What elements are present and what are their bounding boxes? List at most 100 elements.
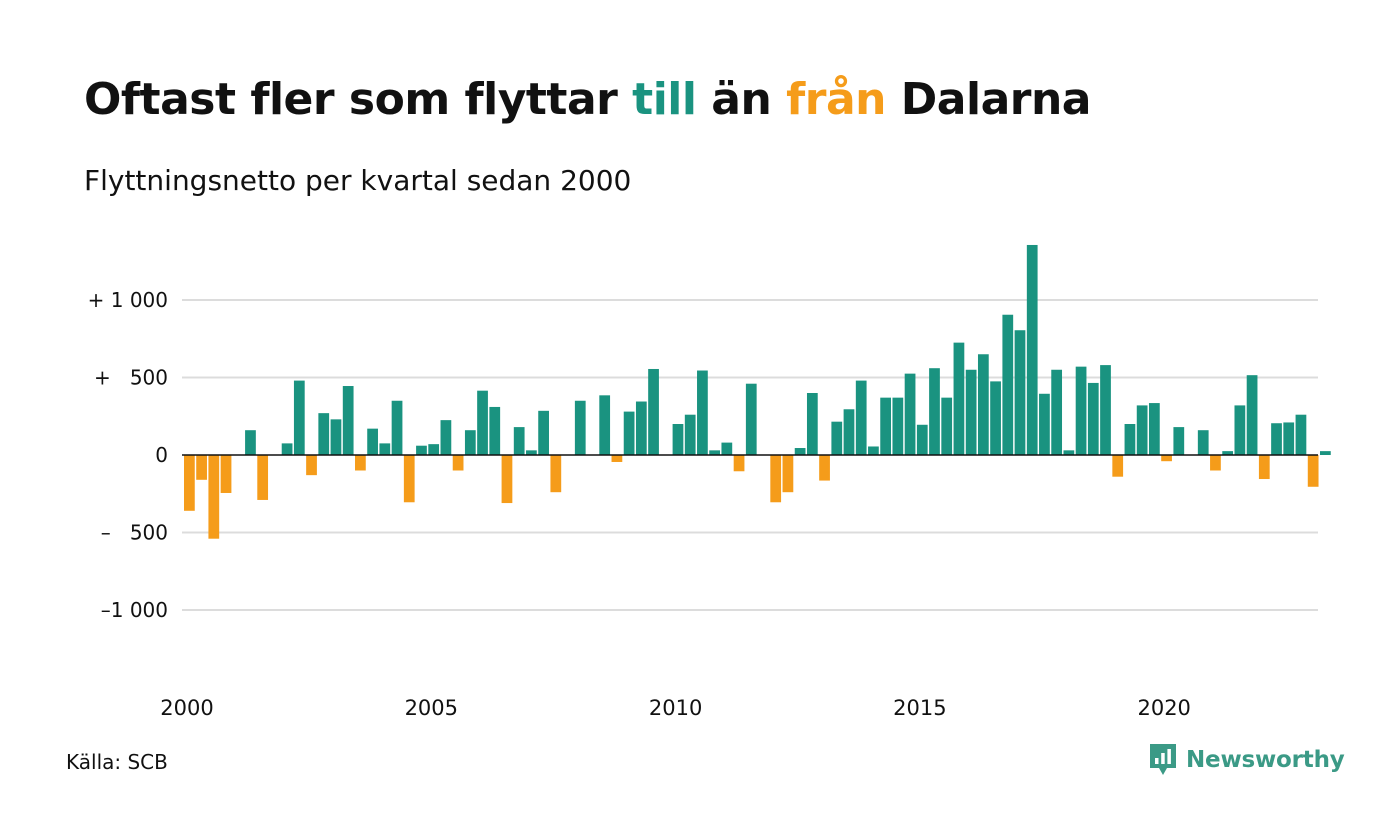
bar: [880, 397, 892, 455]
bar: [1173, 427, 1185, 455]
bar: [1148, 403, 1160, 455]
bar: [770, 455, 782, 503]
bar: [709, 450, 720, 455]
x-tick-label: 2000: [160, 696, 213, 720]
bar: [538, 410, 549, 455]
bar: [355, 455, 366, 471]
bar: [941, 397, 953, 455]
title-till: till: [632, 74, 697, 125]
bar: [1234, 405, 1246, 455]
y-tick-label: –1 000: [101, 598, 168, 622]
bar: [464, 430, 476, 455]
bar: [489, 406, 501, 455]
bar: [574, 400, 586, 455]
bar: [611, 455, 623, 462]
bar: [1136, 405, 1148, 455]
bar: [318, 413, 330, 455]
bar: [1295, 414, 1307, 455]
bar: [367, 428, 378, 455]
bar: [1222, 451, 1234, 456]
title-part-2: än: [696, 74, 787, 125]
bar: [208, 455, 220, 539]
y-tick-label: – 500: [101, 521, 168, 545]
bar: [293, 380, 305, 455]
bar: [1112, 455, 1124, 477]
bar: [892, 397, 904, 455]
bar: [306, 455, 317, 476]
bar: [452, 455, 464, 471]
title-part-1: Oftast fler som flyttar: [84, 74, 633, 125]
bar: [1063, 450, 1075, 455]
bar: [977, 354, 989, 455]
title-fran: från: [786, 74, 886, 125]
y-tick-label: 0: [155, 443, 168, 467]
bar: [330, 419, 342, 455]
bar: [599, 395, 611, 455]
bar: [1197, 430, 1209, 455]
bar: [1320, 451, 1331, 456]
bar: [257, 455, 269, 500]
bar: [904, 373, 916, 456]
bar: [819, 455, 830, 481]
bar: [697, 370, 708, 455]
title-part-3: Dalarna: [885, 74, 1092, 125]
y-tick-label: + 500: [94, 366, 168, 390]
bar: [794, 448, 806, 455]
chart-title: Oftast fler som flyttar till än från Dal…: [84, 74, 1092, 125]
bar: [1246, 375, 1258, 455]
bar: [526, 450, 537, 455]
bar: [831, 421, 843, 455]
bar: [990, 381, 1001, 456]
bar: [1051, 369, 1063, 455]
bar: [379, 443, 391, 456]
x-tick-label: 2005: [405, 696, 458, 720]
bar: [868, 446, 879, 455]
bar: [281, 443, 293, 456]
bar: [1307, 455, 1319, 487]
bar: [440, 420, 452, 456]
bar: [196, 455, 207, 480]
bar: [916, 424, 928, 455]
bar: [1002, 314, 1014, 455]
bar: [1124, 424, 1136, 455]
source-note: Källa: SCB: [66, 750, 168, 774]
bar: [1087, 382, 1099, 455]
bar: [391, 400, 403, 455]
bar: [623, 411, 635, 455]
x-tick-label: 2020: [1137, 696, 1190, 720]
bar: [245, 430, 256, 455]
bar: [1271, 423, 1282, 455]
bar: [648, 368, 659, 455]
bar: [965, 369, 977, 455]
bar: [1258, 455, 1270, 480]
bar: [1039, 393, 1050, 455]
bar: [403, 455, 415, 503]
chart-subtitle: Flyttningsnetto per kvartal sedan 2000: [84, 164, 632, 197]
bar: [1210, 455, 1221, 471]
bar: [953, 342, 965, 456]
newsworthy-chat-icon: [1150, 744, 1176, 775]
bar: [733, 455, 745, 472]
bar: [684, 414, 696, 455]
bar: [501, 455, 513, 504]
bar: [416, 445, 427, 455]
bar: [428, 444, 440, 455]
bar: [855, 380, 867, 455]
bar: [513, 427, 525, 455]
bar: [672, 424, 684, 455]
bar: [635, 401, 647, 455]
newsworthy-logo: Newsworthy: [1148, 742, 1345, 778]
bar: [745, 383, 757, 455]
bar: [929, 368, 940, 455]
bar: [782, 455, 794, 493]
x-tick-label: 2015: [893, 696, 946, 720]
y-tick-label: + 1 000: [88, 288, 168, 312]
bar: [843, 409, 855, 455]
bar: [1283, 422, 1295, 455]
bar: [1026, 244, 1038, 455]
bar: [806, 393, 818, 455]
bar: [721, 442, 733, 455]
bar: [220, 455, 232, 493]
bar: [184, 455, 195, 511]
